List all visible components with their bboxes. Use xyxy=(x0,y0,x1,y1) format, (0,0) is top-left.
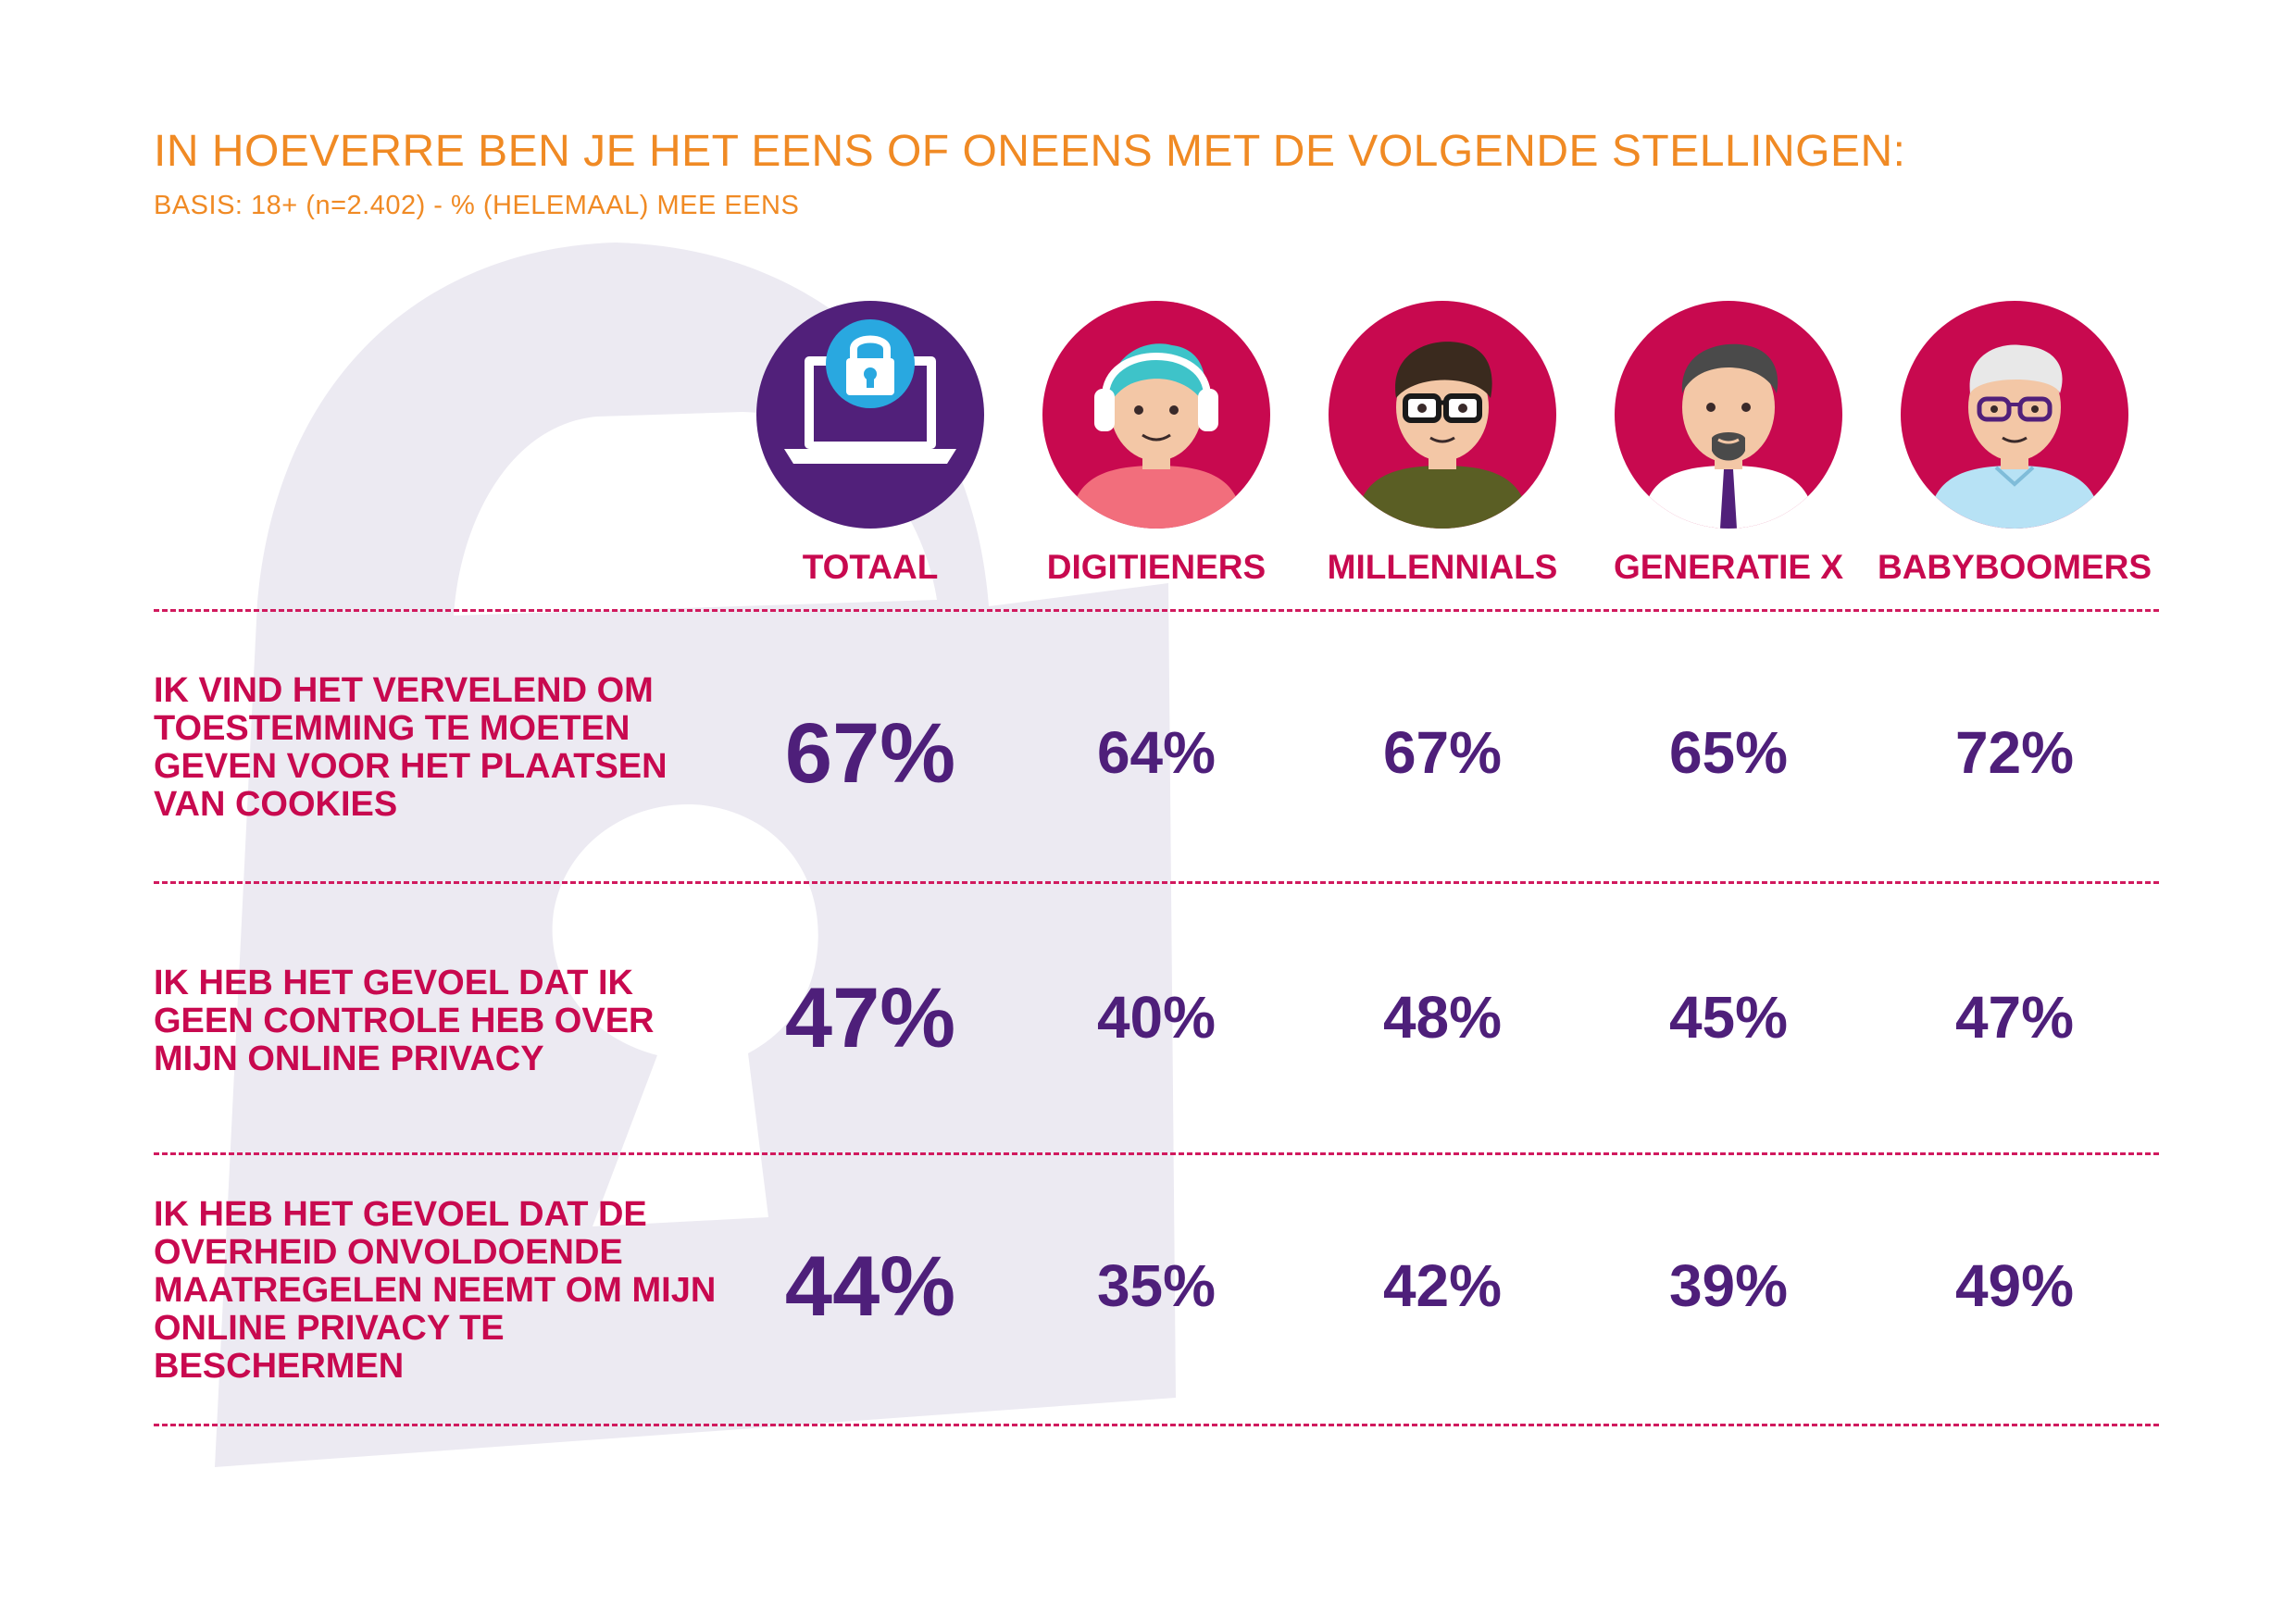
value-row1-generatie-x: 65% xyxy=(1668,719,1789,786)
value-row1-totaal: 67% xyxy=(784,706,956,801)
row-divider xyxy=(154,1152,2159,1155)
column-label-generatie-x: GENERATIE X xyxy=(1613,548,1844,586)
column-label-totaal: TOTAAL xyxy=(802,548,939,586)
column-label-millennials: MILLENNIALS xyxy=(1327,548,1558,586)
value-row3-generatie-x: 39% xyxy=(1668,1252,1789,1319)
laptop-lock-icon xyxy=(756,301,984,529)
chart-title: IN HOEVERRE BEN JE HET EENS OF ONEENS ME… xyxy=(154,127,1906,176)
row-divider xyxy=(154,1424,2159,1426)
column-label-babyboomers: BABYBOOMERS xyxy=(1877,548,2152,586)
value-row3-totaal: 44% xyxy=(784,1239,956,1334)
value-row1-millennials: 67% xyxy=(1382,719,1503,786)
value-row1-digitieners: 64% xyxy=(1096,719,1217,786)
value-row3-digitieners: 35% xyxy=(1096,1252,1217,1319)
row-divider xyxy=(154,609,2159,612)
babyboomer-avatar xyxy=(1901,301,2128,529)
genx-tie-avatar xyxy=(1615,301,1842,529)
value-row1-babyboomers: 72% xyxy=(1954,719,2075,786)
value-row2-millennials: 48% xyxy=(1382,984,1503,1051)
chart-subtitle: BASIS: 18+ (n=2.402) - % (HELEMAAL) MEE … xyxy=(154,191,800,220)
value-row2-totaal: 47% xyxy=(784,971,956,1065)
value-row2-digitieners: 40% xyxy=(1096,984,1217,1051)
millennial-glasses-avatar xyxy=(1329,301,1556,529)
statement-overheid: IK HEB HET GEVOEL DAT DE OVERHEID ONVOLD… xyxy=(154,1195,717,1386)
statement-cookies: IK VIND HET VERVELEND OM TOESTEMMING TE … xyxy=(154,671,668,824)
teen-headphones-avatar xyxy=(1042,301,1270,529)
value-row2-generatie-x: 45% xyxy=(1668,984,1789,1051)
value-row3-babyboomers: 49% xyxy=(1954,1252,2075,1319)
column-label-digitieners: DIGITIENERS xyxy=(1046,548,1267,586)
value-row3-millennials: 42% xyxy=(1382,1252,1503,1319)
row-divider xyxy=(154,881,2159,884)
statement-geen-controle: IK HEB HET GEVOEL DAT IK GEEN CONTROLE H… xyxy=(154,964,655,1078)
value-row2-babyboomers: 47% xyxy=(1954,984,2075,1051)
